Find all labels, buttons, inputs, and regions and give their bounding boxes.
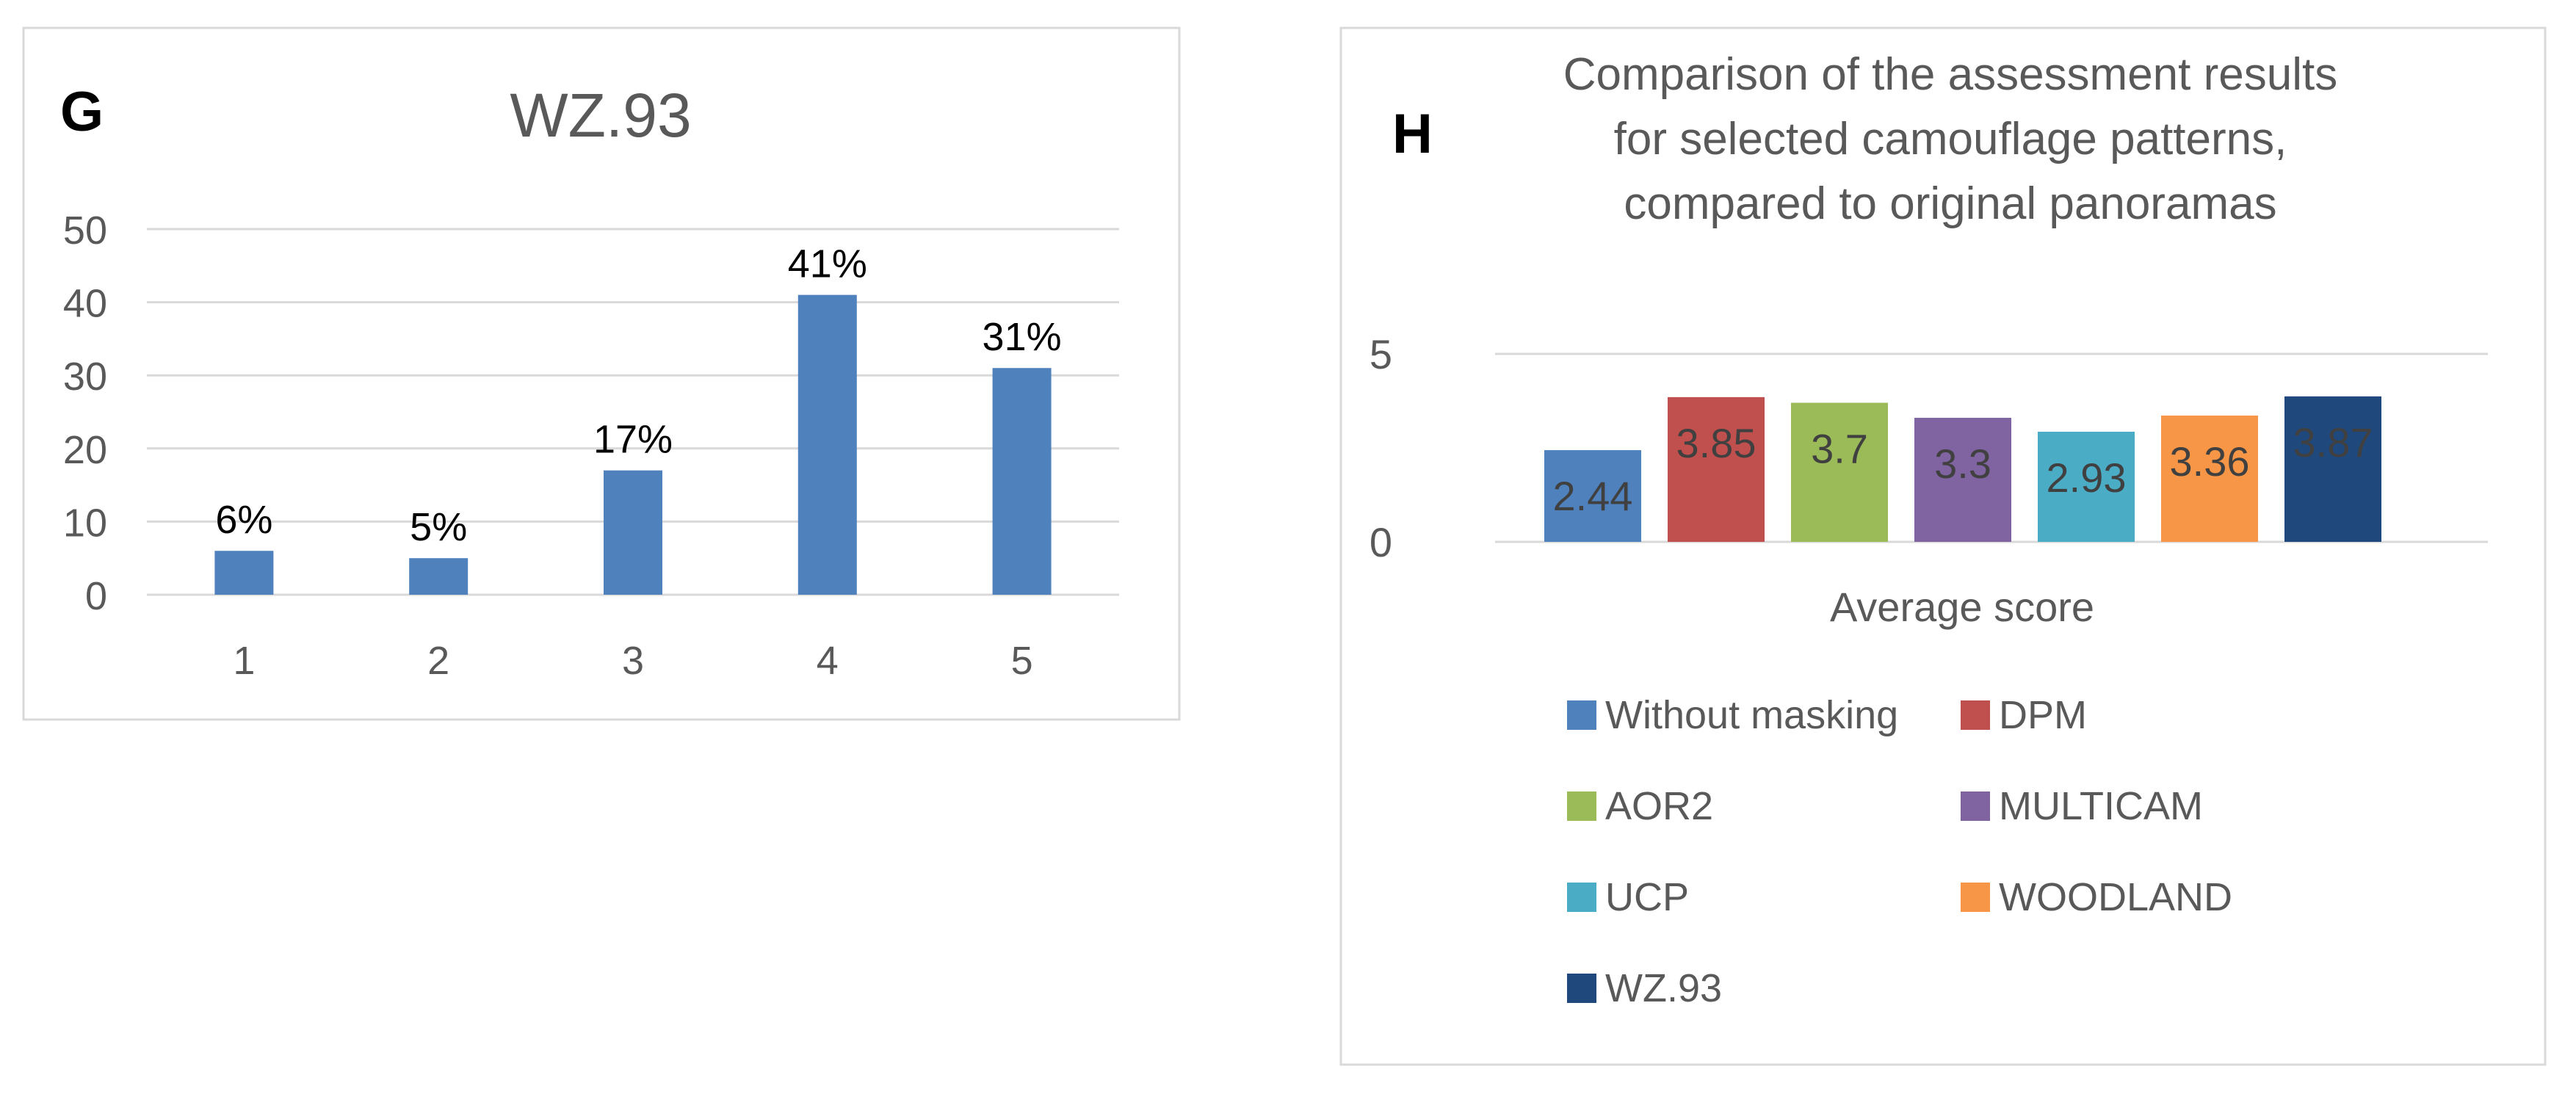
chart-h-bars xyxy=(1544,396,2381,542)
chart-h-data-label: 2.93 xyxy=(2047,454,2127,501)
chart-g-x-tick-label: 3 xyxy=(622,639,644,683)
chart-h-frame xyxy=(1339,26,2547,1066)
chart-g-bar xyxy=(604,470,662,595)
chart-h-data-label: 3.36 xyxy=(2170,438,2250,485)
chart-g-data-label: 5% xyxy=(410,505,467,549)
chart-h-title-line-3: compared to original panoramas xyxy=(1624,178,2276,229)
chart-h-bar xyxy=(1791,402,1888,542)
chart-g-bars xyxy=(214,294,1052,595)
chart-g-bar xyxy=(992,368,1052,595)
chart-h-bar xyxy=(1544,450,1641,542)
chart-h-panel-letter: H xyxy=(1392,103,1433,165)
chart-h-legend-label: AOR2 xyxy=(1605,784,1713,828)
chart-h-title-line-1: Comparison of the assessment results xyxy=(1563,49,2337,100)
chart-h-data-label: 3.85 xyxy=(1676,420,1756,466)
chart-h-legend-label: Without masking xyxy=(1605,693,1898,737)
chart-h-data-label: 3.87 xyxy=(2293,419,2373,466)
chart-g-y-tick-label: 20 xyxy=(63,428,107,472)
chart-g-data-label: 31% xyxy=(983,315,1062,359)
chart-h-bar xyxy=(2038,431,2135,542)
chart-g-data-label: 6% xyxy=(215,498,272,542)
chart-g-x-tick-label: 5 xyxy=(1011,639,1033,683)
chart-g-x-tick-label: 4 xyxy=(817,639,839,683)
chart-g-bar xyxy=(409,558,468,595)
chart-h-y-axis: 05 xyxy=(1370,331,1392,565)
chart-h-legend-swatch xyxy=(1961,700,1990,730)
chart-g-gridlines xyxy=(147,228,1119,596)
chart-g-x-axis: 1 2 3 4 5 xyxy=(233,639,1032,683)
chart-g-bar xyxy=(797,294,857,595)
chart-h-legend: Without masking DPM AOR2 MULTICAM UCP WOODLAN… xyxy=(1567,693,2232,1010)
chart-g-panel-letter: G xyxy=(60,81,104,143)
chart-h-legend-swatch xyxy=(1567,883,1596,912)
chart-h-category-label: Average score xyxy=(1830,584,2094,630)
chart-g-title: WZ.93 xyxy=(510,81,691,150)
chart-g-y-tick-label: 10 xyxy=(63,501,107,545)
chart-h-legend-swatch xyxy=(1567,974,1596,1003)
chart-h-legend-swatch xyxy=(1961,883,1990,912)
chart-g-y-tick-label: 50 xyxy=(63,209,107,253)
chart-h-legend-swatch xyxy=(1567,791,1596,821)
chart-g-y-tick-label: 40 xyxy=(63,282,107,326)
chart-h-data-labels: 2.44 3.85 3.7 3.3 2.93 3.36 3.87 xyxy=(1553,419,2373,519)
chart-g-data-label: 41% xyxy=(788,242,867,286)
chart-g-x-tick-label: 1 xyxy=(233,639,255,683)
chart-h-legend-label: UCP xyxy=(1605,875,1689,919)
chart-g-x-tick-label: 2 xyxy=(427,639,449,683)
chart-h-y-tick-label: 0 xyxy=(1370,519,1392,565)
chart-h-legend-label: WZ.93 xyxy=(1605,966,1722,1010)
chart-g-data-labels: 6% 5% 17% 41% 31% xyxy=(215,242,1061,550)
chart-h-legend-label: WOODLAND xyxy=(1999,875,2232,919)
chart-g-frame xyxy=(22,26,1181,721)
chart-h-bar xyxy=(1668,396,1765,542)
chart-h-bar xyxy=(2161,415,2258,542)
chart-g-y-tick-label: 30 xyxy=(63,355,107,399)
chart-g-bar xyxy=(214,551,274,595)
chart-g-y-axis: 0 10 20 30 40 50 xyxy=(63,209,107,618)
chart-h-bar xyxy=(1914,418,2011,542)
chart-h-legend-label: MULTICAM xyxy=(1999,784,2203,828)
chart-h-legend-swatch xyxy=(1567,700,1596,730)
chart-h-legend-swatch xyxy=(1961,791,1990,821)
chart-g-data-label: 17% xyxy=(593,418,673,462)
chart-g-y-tick-label: 0 xyxy=(85,574,107,618)
chart-h-title-line-2: for selected camouflage patterns, xyxy=(1614,114,2287,164)
chart-h-data-label: 3.7 xyxy=(1811,426,1868,472)
chart-h-y-tick-label: 5 xyxy=(1370,331,1392,377)
chart-h-data-label: 3.3 xyxy=(1934,441,1991,487)
chart-h-data-label: 2.44 xyxy=(1553,473,1633,519)
chart-h-legend-label: DPM xyxy=(1999,693,2087,737)
chart-h-bar xyxy=(2284,396,2381,542)
